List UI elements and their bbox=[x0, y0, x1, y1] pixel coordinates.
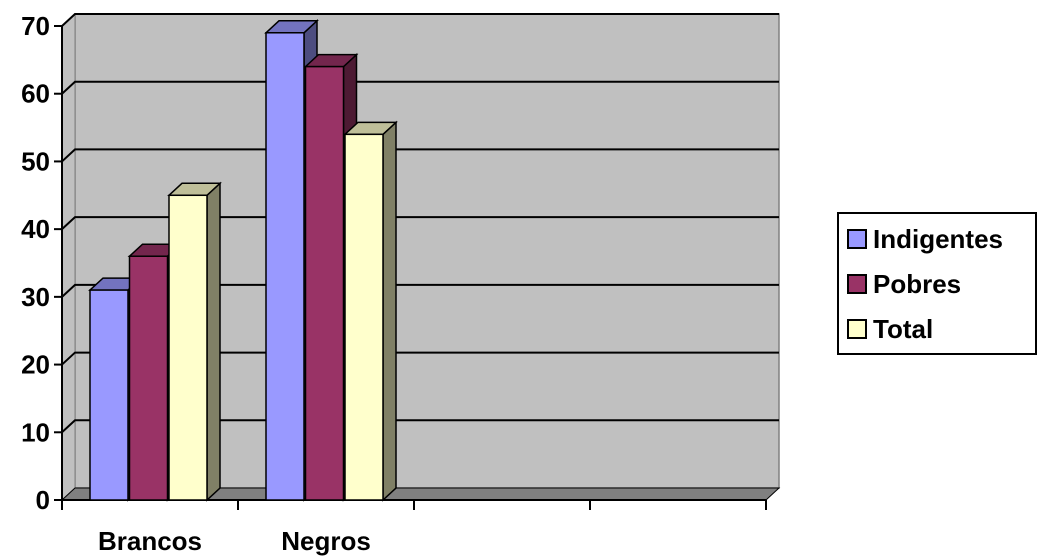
y-tick-label: 50 bbox=[21, 146, 50, 176]
x-category-label: Negros bbox=[281, 526, 371, 556]
bar-front bbox=[265, 32, 305, 501]
bars bbox=[88, 19, 398, 502]
legend-label-pobres: Pobres bbox=[873, 269, 962, 299]
legend: Indigentes Pobres Total bbox=[837, 212, 1037, 355]
legend-label-total: Total bbox=[873, 314, 934, 344]
bar-side bbox=[206, 181, 221, 502]
y-axis-ticks: 0 10 20 30 40 50 60 70 bbox=[21, 11, 62, 515]
y-tick-label: 20 bbox=[21, 350, 50, 380]
gridline bbox=[61, 216, 779, 230]
gridline bbox=[61, 419, 779, 434]
legend-item-total: Total bbox=[847, 314, 933, 344]
x-axis-categories: Brancos Negros bbox=[98, 526, 371, 556]
bar-front bbox=[128, 255, 169, 501]
gridline bbox=[61, 80, 779, 95]
y-tick-label: 10 bbox=[21, 417, 50, 447]
bar bbox=[343, 120, 398, 502]
y-tick-label: 30 bbox=[21, 282, 50, 312]
bar-front bbox=[304, 65, 345, 501]
bar-front bbox=[89, 289, 129, 501]
y-tick-label: 40 bbox=[21, 214, 50, 244]
x-category-label: Brancos bbox=[98, 526, 202, 556]
bar-side bbox=[382, 120, 397, 502]
gridlines bbox=[61, 13, 779, 434]
y-tick-label: 70 bbox=[21, 11, 50, 41]
bar bbox=[167, 181, 222, 502]
gridline bbox=[61, 351, 779, 366]
legend-item-indigentes: Indigentes bbox=[847, 224, 1003, 254]
legend-label-indigentes: Indigentes bbox=[873, 224, 1004, 254]
gridline bbox=[61, 13, 779, 27]
legend-swatch-indigentes bbox=[847, 229, 867, 249]
bar-front bbox=[168, 194, 208, 501]
legend-item-pobres: Pobres bbox=[847, 269, 961, 299]
gridline bbox=[61, 148, 779, 163]
legend-swatch-total bbox=[847, 319, 867, 339]
gridline bbox=[61, 283, 779, 298]
legend-swatch-pobres bbox=[847, 274, 867, 294]
bar-front bbox=[344, 133, 384, 501]
y-tick-label: 60 bbox=[21, 79, 50, 109]
y-tick-label: 0 bbox=[36, 485, 50, 515]
